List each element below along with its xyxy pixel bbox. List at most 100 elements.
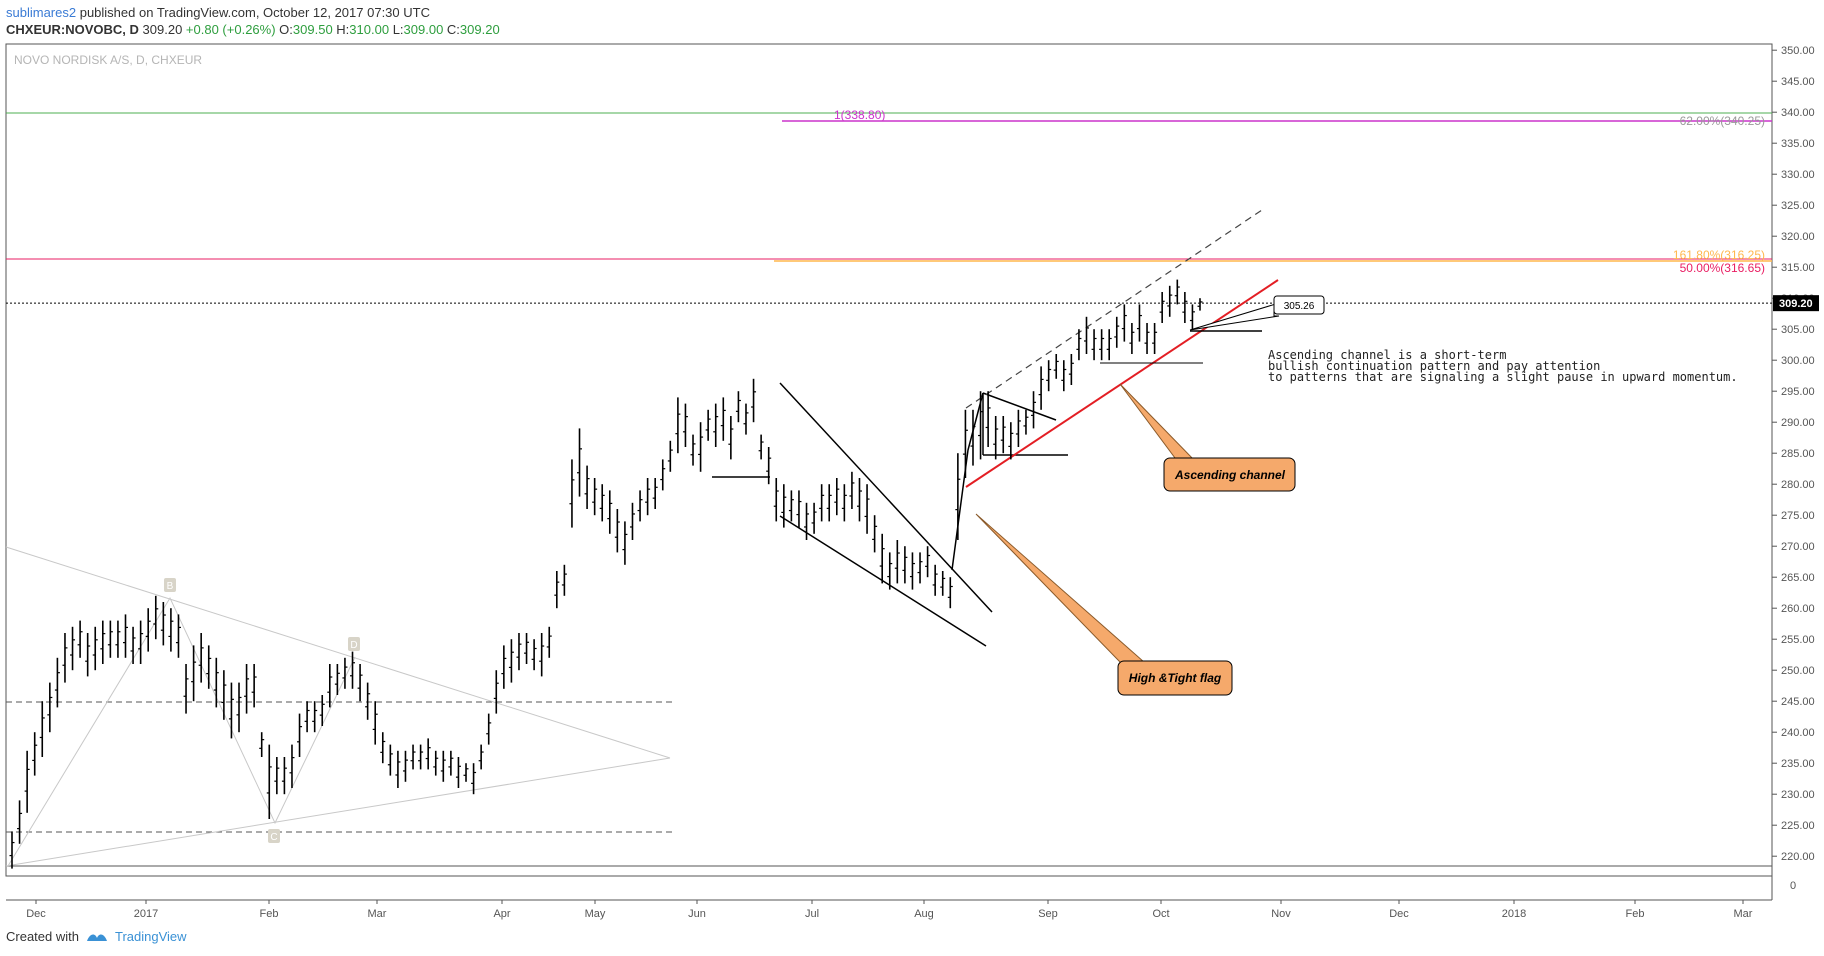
callout-pointer-channel: [1119, 383, 1198, 463]
price-tick-label: 340.00: [1781, 107, 1815, 119]
price-tick-label: 325.00: [1781, 200, 1815, 212]
time-tick-label: Sep: [1038, 908, 1058, 920]
price-tick-label: 295.00: [1781, 386, 1815, 398]
time-tick-label: Feb: [1626, 908, 1645, 920]
pattern-point-label: D: [350, 640, 357, 651]
level-label-161-8: 161.80%(316.25): [1673, 248, 1765, 262]
price-tick-label: 275.00: [1781, 510, 1815, 522]
price-note-box: [1273, 295, 1325, 315]
level-label-62: 62.00%(340.25): [1680, 114, 1765, 128]
footer: Created with TradingView: [6, 929, 187, 944]
open-value: 309.50: [292, 22, 333, 37]
flag-pole-line: [951, 392, 984, 571]
price-tick-label: 270.00: [1781, 541, 1815, 553]
time-tick-label: May: [585, 908, 606, 920]
time-tick-label: Mar: [368, 908, 387, 920]
pattern-point-label: C: [270, 832, 277, 843]
abcd-pattern-line: [7, 596, 356, 867]
price-tick-label: 300.00: [1781, 355, 1815, 367]
price-change: +0.80 (+0.26%): [185, 22, 276, 37]
price-note-label: 305.26: [1284, 301, 1315, 312]
level-label-338-80: 1(338.80): [834, 108, 885, 122]
time-tick-label: Dec: [26, 908, 46, 920]
time-tick-label: Dec: [1389, 908, 1409, 920]
published-text: published on TradingView.com, October 12…: [79, 5, 430, 20]
triangle-lower-line: [5, 757, 671, 867]
time-tick-label: Apr: [493, 908, 510, 920]
ohlc-bars: [9, 279, 1203, 869]
chart-frame: [5, 43, 1773, 877]
price-tick-label: 260.00: [1781, 603, 1815, 615]
time-tick-label: Jul: [805, 908, 819, 920]
price-tick-label: 250.00: [1781, 665, 1815, 677]
triangle-upper-line: [5, 546, 671, 759]
price-tick-label: 345.00: [1781, 76, 1815, 88]
channel-support-red: [965, 279, 1279, 488]
time-tick-label: Aug: [914, 908, 934, 920]
price-tick-label: 220.00: [1781, 851, 1815, 863]
high-value: 310.00: [349, 22, 390, 37]
time-tick-label: Nov: [1271, 908, 1291, 920]
price-tick-label: 265.00: [1781, 572, 1815, 584]
close-label: C:: [446, 22, 460, 37]
close-value: 309.20: [459, 22, 500, 37]
callout-label-flag: High &Tight flag: [1129, 671, 1222, 685]
pattern-point-label: B: [167, 581, 174, 592]
volume-axis-label: 0: [1790, 880, 1796, 892]
time-tick-label: Feb: [260, 908, 279, 920]
time-axis[interactable]: Dec 2017 Feb Mar Apr May Jun Jul Aug Sep Oct Nov Dec…: [26, 900, 1753, 920]
wedge-upper-line: [779, 382, 993, 613]
time-tick-label: Jun: [688, 908, 706, 920]
callout-label-channel: Ascending channel: [1174, 468, 1286, 482]
channel-resistance-dashed: [965, 209, 1263, 409]
annotation-text-line: Ascending channel is a short-term: [1268, 348, 1506, 362]
low-label: L:: [392, 22, 404, 37]
pattern-point-marker: [268, 829, 280, 843]
pattern-point-marker: [164, 578, 176, 592]
wedge-lower-line: [779, 515, 987, 647]
price-tick-label: 225.00: [1781, 820, 1815, 832]
symbol-label: CHXEUR:NOVOBC, D: [6, 22, 139, 37]
annotations: 305.26 Ascending channel is a short-termb…: [975, 295, 1738, 696]
level-label-50: 50.00%(316.65): [1680, 261, 1765, 275]
price-tick-label: 255.00: [1781, 634, 1815, 646]
callout-box-flag: [1117, 660, 1233, 696]
price-tick-label: 280.00: [1781, 479, 1815, 491]
price-tick-label: 335.00: [1781, 138, 1815, 150]
price-tick-label: 290.00: [1781, 417, 1815, 429]
callout-box-channel: [1163, 457, 1296, 492]
price-tick-label: 350.00: [1781, 45, 1815, 57]
annotation-text-line: to patterns that are signaling a slight …: [1268, 370, 1738, 384]
author-link[interactable]: sublimares2: [6, 5, 77, 20]
time-tick-label: Oct: [1152, 908, 1169, 920]
price-axis[interactable]: 350.00 345.00 340.00 335.00 330.00 325.00 320.…: [1772, 45, 1819, 892]
last-price-badge-label: 309.20: [1779, 298, 1813, 310]
price-note-pointer: [1189, 302, 1281, 331]
tradingview-brand[interactable]: TradingView: [114, 929, 187, 944]
time-tick-label: Mar: [1734, 908, 1753, 920]
created-with-label: Created with: [6, 929, 79, 944]
last-price-badge: [1773, 295, 1819, 312]
price-tick-label: 320.00: [1781, 231, 1815, 243]
price-tick-label: 330.00: [1781, 169, 1815, 181]
flag-upper-line: [982, 392, 1057, 421]
low-value: 309.00: [403, 22, 444, 37]
last-price: 309.20: [142, 22, 183, 37]
chart-header: sublimares2 published on TradingView.com…: [6, 4, 500, 38]
price-tick-label: 230.00: [1781, 789, 1815, 801]
price-tick-label: 285.00: [1781, 448, 1815, 460]
price-tick-label: 305.00: [1781, 324, 1815, 336]
price-tick-label: 240.00: [1781, 727, 1815, 739]
tradingview-logo-icon: [86, 934, 107, 941]
high-label: H:: [336, 22, 350, 37]
drawings: B D C: [5, 209, 1279, 867]
price-tick-label: 245.00: [1781, 696, 1815, 708]
horizontal-levels: 1(338.80) 62.00%(340.25) 161.80%(316.25)50…: [6, 108, 1772, 833]
annotation-text-line: bullish continuation pattern and pay att…: [1268, 359, 1600, 373]
open-label: O:: [279, 22, 293, 37]
time-tick-label: 2017: [134, 908, 158, 920]
chart-title: NOVO NORDISK A/S, D, CHXEUR: [14, 53, 202, 67]
time-tick-label: 2018: [1502, 908, 1526, 920]
pattern-point-marker: [348, 637, 360, 651]
